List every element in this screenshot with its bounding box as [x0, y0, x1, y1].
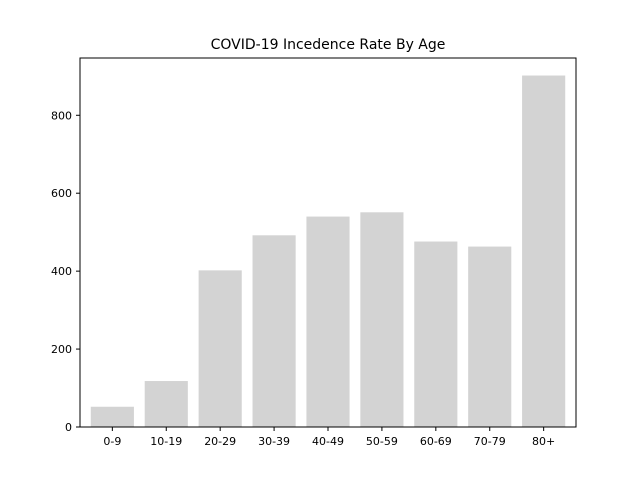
bar-20-29: [198, 270, 242, 427]
x-tick-label: 0-9: [103, 435, 121, 448]
y-tick-label: 0: [65, 421, 72, 434]
bar-50-59: [360, 212, 404, 427]
bar-60-69: [414, 241, 458, 427]
chart-title: COVID-19 Incedence Rate By Age: [211, 37, 446, 53]
y-tick-label: 800: [51, 109, 72, 122]
bar-40-49: [306, 216, 350, 427]
bar-10-19: [144, 381, 188, 427]
y-tick-label: 400: [51, 265, 72, 278]
bar-0-9: [90, 406, 134, 427]
bars-layer: [90, 75, 566, 427]
bar-30-39: [252, 235, 296, 427]
y-tick-label: 200: [51, 343, 72, 356]
y-ticks-layer: 0 200 400 600 800: [51, 109, 80, 434]
x-tick-label: 50-59: [366, 435, 398, 448]
y-tick-label: 600: [51, 187, 72, 200]
x-tick-label: 30-39: [258, 435, 290, 448]
x-tick-label: 60-69: [420, 435, 452, 448]
x-tick-label: 10-19: [150, 435, 182, 448]
x-tick-label: 40-49: [312, 435, 344, 448]
x-tick-label: 80+: [532, 435, 555, 448]
x-tick-label: 70-79: [474, 435, 506, 448]
x-tick-label: 20-29: [204, 435, 236, 448]
bar-70-79: [468, 246, 512, 427]
x-ticks-layer: 0-9 10-19 20-29 30-39 40-49 50-59 60-69 70-79 80…: [103, 427, 555, 448]
bar-80+: [522, 75, 566, 427]
